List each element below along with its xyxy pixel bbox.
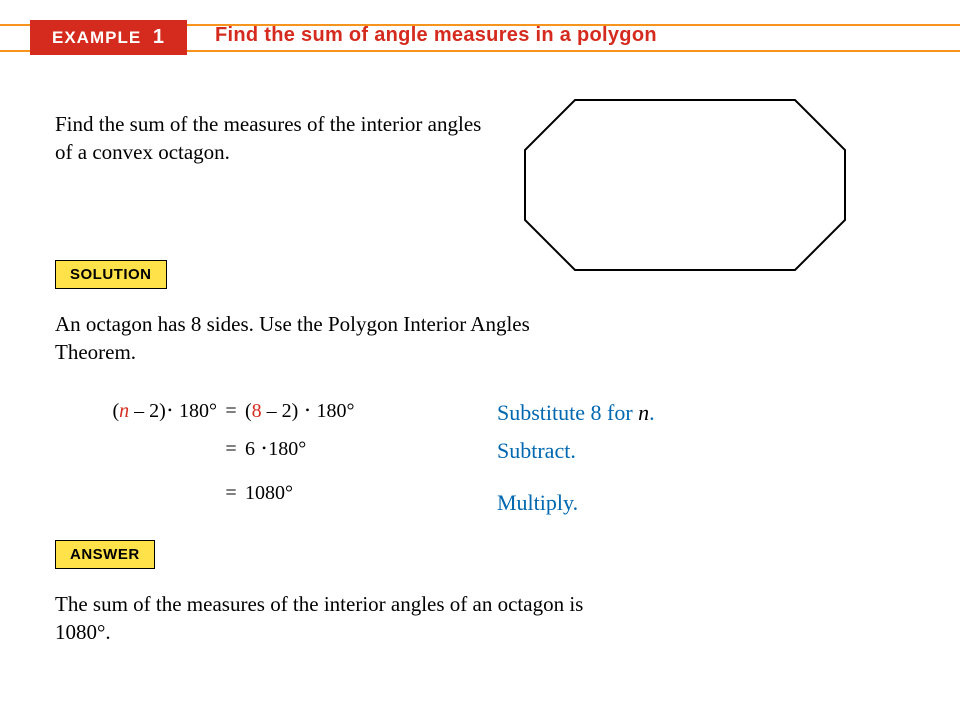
variable-n: n (119, 400, 129, 422)
equals-3: = (217, 482, 245, 505)
problem-statement: Find the sum of the measures of the inte… (55, 110, 495, 167)
equals-2: = (217, 438, 245, 461)
example-badge-number: 1 (153, 26, 165, 48)
header: EXAMPLE 1 Find the sum of angle measures… (0, 0, 960, 72)
equals-1: = (217, 400, 245, 423)
dot-icon: • (260, 441, 268, 455)
example-badge-text: EXAMPLE (52, 28, 141, 47)
octagon-svg (515, 90, 860, 285)
solution-label: SOLUTION (55, 260, 167, 289)
step-3-rhs: 1080° (245, 482, 405, 505)
octagon-diagram (515, 90, 860, 290)
step-2-explain: Subtract. (497, 438, 797, 464)
step-1-lhs: (n – 2)• 180° (97, 400, 217, 423)
dot-icon: • (303, 403, 311, 417)
step-1-explain: Substitute 8 for n. (497, 400, 797, 426)
step-2: = 6 •180° Subtract. (97, 438, 405, 476)
solution-intro: An octagon has 8 sides. Use the Polygon … (55, 310, 535, 367)
answer-text: The sum of the measures of the interior … (55, 590, 595, 647)
example-badge: EXAMPLE 1 (30, 20, 187, 55)
dot-icon: • (166, 403, 174, 417)
content-region: Find the sum of the measures of the inte… (55, 110, 915, 720)
step-2-rhs: 6 •180° (245, 438, 405, 461)
octagon-shape (525, 100, 845, 270)
value-8: 8 (252, 400, 262, 422)
page-title: Find the sum of angle measures in a poly… (215, 24, 657, 47)
step-3: = 1080° Multiply. (97, 482, 405, 520)
step-1-rhs: (8 – 2) • 180° (245, 400, 405, 423)
solution-steps: (n – 2)• 180° = (8 – 2) • 180° Substitut… (97, 400, 405, 520)
step-1: (n – 2)• 180° = (8 – 2) • 180° Substitut… (97, 400, 405, 438)
answer-label: ANSWER (55, 540, 155, 569)
step-3-explain: Multiply. (497, 490, 797, 516)
